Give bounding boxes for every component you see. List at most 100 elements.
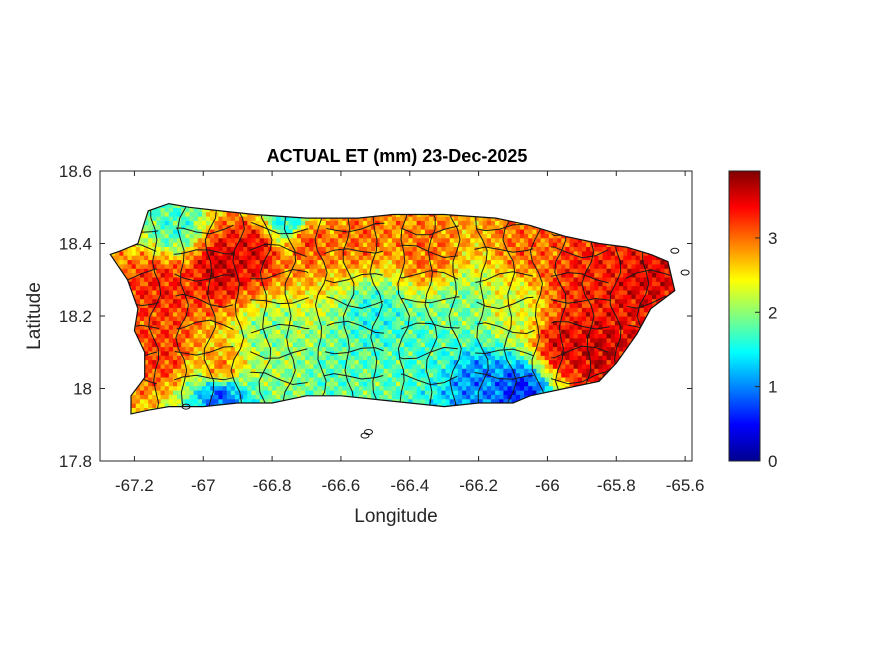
- et-cell: [383, 316, 389, 321]
- et-cell: [255, 320, 261, 326]
- et-cell: [433, 246, 438, 252]
- et-cell: [251, 289, 257, 295]
- et-cell: [177, 229, 182, 234]
- et-cell: [168, 229, 174, 234]
- et-cell: [346, 250, 352, 256]
- et-cell: [466, 268, 471, 274]
- et-cell: [491, 259, 496, 265]
- et-cell: [363, 242, 368, 247]
- et-cell: [305, 272, 310, 278]
- et-cell: [437, 242, 442, 247]
- et-cell: [301, 276, 306, 282]
- et-cell: [189, 342, 195, 348]
- et-cell: [222, 246, 228, 252]
- et-cell: [396, 215, 401, 221]
- et-cell: [313, 316, 319, 321]
- et-cell: [334, 276, 339, 282]
- et-cell: [288, 355, 294, 361]
- et-cell: [214, 359, 219, 365]
- et-cell: [201, 302, 207, 308]
- et-cell: [230, 263, 236, 269]
- et-cell: [429, 229, 434, 234]
- et-cell: [305, 294, 310, 300]
- et-cell: [185, 211, 191, 217]
- et-cell: [383, 250, 389, 256]
- et-cell: [396, 220, 401, 226]
- et-cell: [214, 302, 219, 308]
- et-cell: [272, 329, 277, 334]
- et-cell: [449, 237, 455, 243]
- et-cell: [420, 316, 426, 321]
- et-cell: [173, 298, 178, 304]
- et-cell: [276, 294, 281, 300]
- et-cell: [243, 307, 248, 313]
- et-cell: [416, 298, 422, 304]
- et-cell: [268, 294, 273, 300]
- et-cell: [317, 372, 323, 378]
- et-cell: [466, 285, 471, 291]
- et-cell: [350, 316, 356, 321]
- et-cell: [486, 255, 492, 261]
- et-cell: [234, 333, 240, 339]
- et-cell: [329, 329, 335, 334]
- et-cell: [177, 237, 182, 243]
- et-cell: [437, 376, 442, 382]
- et-cell: [482, 233, 488, 239]
- et-cell: [408, 246, 414, 252]
- et-cell: [201, 394, 207, 400]
- et-cell: [313, 220, 319, 226]
- et-cell: [222, 389, 228, 395]
- et-cell: [222, 372, 228, 378]
- et-cell: [309, 307, 314, 313]
- et-cell: [148, 242, 153, 247]
- et-cell: [470, 233, 475, 239]
- et-cell: [268, 250, 273, 256]
- et-cell: [177, 385, 182, 391]
- et-cell: [412, 233, 418, 239]
- et-cell: [148, 368, 153, 374]
- et-cell: [317, 294, 323, 300]
- et-cell: [263, 346, 269, 352]
- et-cell: [396, 363, 401, 369]
- et-cell: [462, 229, 467, 234]
- et-cell: [181, 281, 186, 287]
- et-cell: [168, 398, 174, 404]
- et-cell: [259, 324, 265, 330]
- et-cell: [363, 311, 368, 317]
- et-cell: [226, 363, 232, 369]
- et-cell: [400, 316, 405, 321]
- et-cell: [288, 320, 294, 326]
- et-cell: [214, 316, 219, 321]
- et-cell: [305, 250, 310, 256]
- et-cell: [280, 250, 286, 256]
- et-cell: [243, 320, 248, 326]
- et-cell: [251, 242, 257, 247]
- et-cell: [185, 285, 191, 291]
- et-cell: [358, 324, 364, 330]
- et-cell: [272, 302, 277, 308]
- et-cell: [367, 346, 372, 352]
- et-cell: [152, 276, 157, 282]
- et-cell: [226, 211, 232, 217]
- et-cell: [379, 324, 385, 330]
- et-cell: [437, 355, 442, 361]
- et-cell: [334, 255, 339, 261]
- et-cell: [309, 376, 314, 382]
- et-cell: [197, 311, 203, 317]
- et-cell: [309, 333, 314, 339]
- et-cell: [135, 333, 141, 339]
- et-cell: [210, 298, 215, 304]
- et-cell: [470, 333, 475, 339]
- et-cell: [164, 368, 170, 374]
- et-cell: [160, 320, 166, 326]
- et-cell: [445, 242, 451, 247]
- et-cell: [313, 298, 319, 304]
- et-cell: [412, 324, 418, 330]
- et-cell: [189, 229, 195, 234]
- et-cell: [416, 333, 422, 339]
- et-cell: [185, 376, 191, 382]
- et-cell: [193, 337, 199, 343]
- et-cell: [173, 237, 178, 243]
- et-cell: [474, 394, 480, 400]
- et-cell: [139, 246, 145, 252]
